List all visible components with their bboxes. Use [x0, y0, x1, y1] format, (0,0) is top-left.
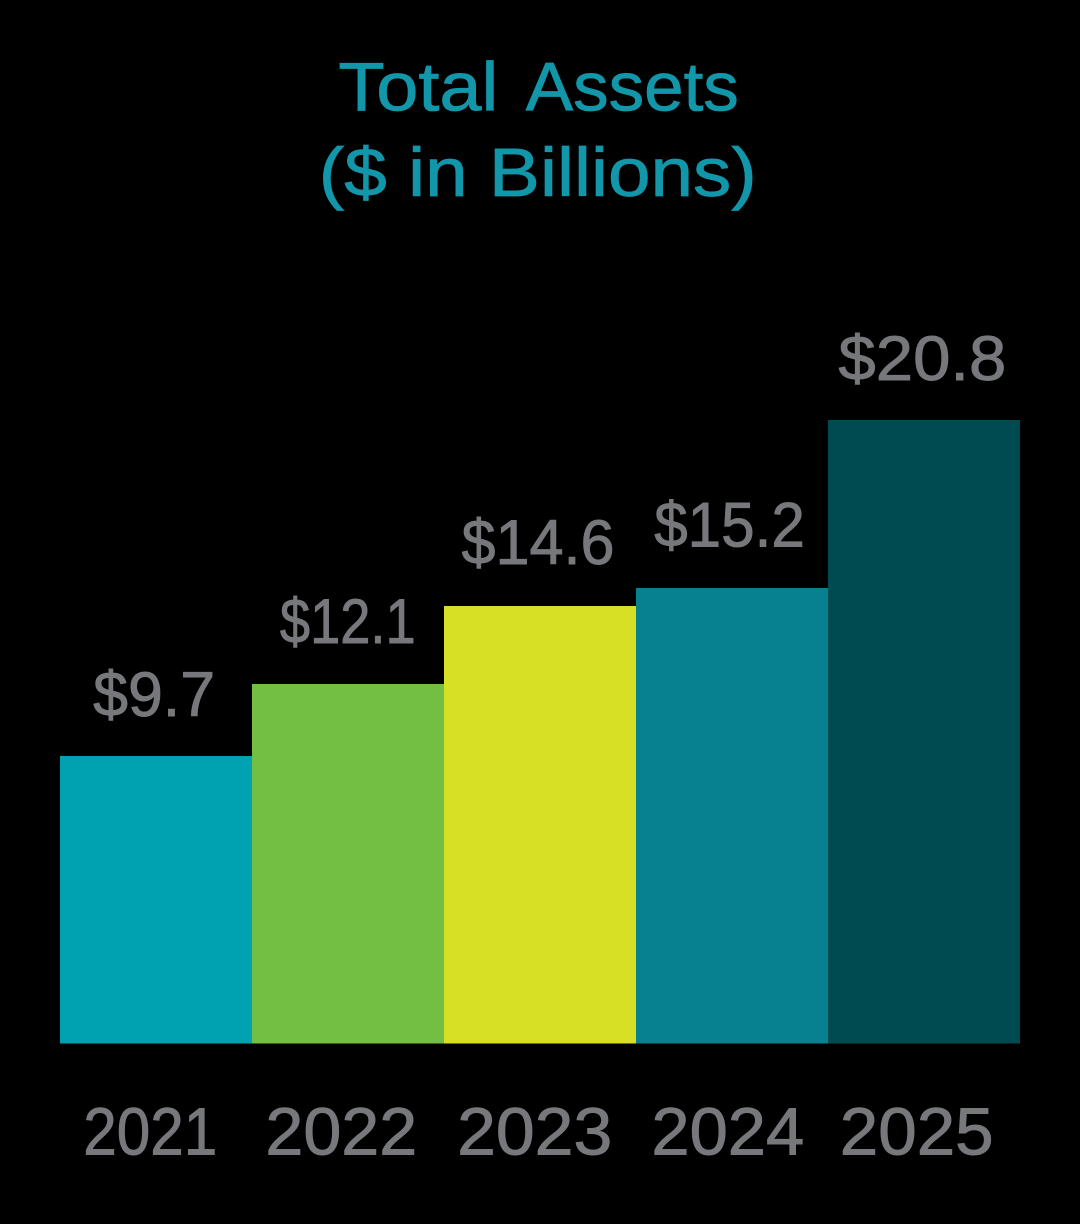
svg-text:2024: 2024 — [651, 1094, 804, 1169]
svg-text:2022: 2022 — [265, 1094, 417, 1169]
svg-text:Total: Total — [338, 49, 498, 126]
svg-text:$20.8: $20.8 — [838, 324, 1006, 394]
svg-text:($ in Billions): ($ in Billions) — [319, 134, 757, 211]
svg-text:$14.6: $14.6 — [462, 508, 615, 578]
svg-text:$15.2: $15.2 — [654, 491, 805, 561]
svg-text:Assets: Assets — [526, 49, 739, 126]
svg-text:2023: 2023 — [457, 1094, 612, 1169]
svg-text:$9.7: $9.7 — [93, 660, 215, 730]
svg-text:$12.1: $12.1 — [280, 587, 416, 657]
svg-text:2025: 2025 — [840, 1094, 994, 1169]
svg-text:2021: 2021 — [83, 1094, 217, 1169]
